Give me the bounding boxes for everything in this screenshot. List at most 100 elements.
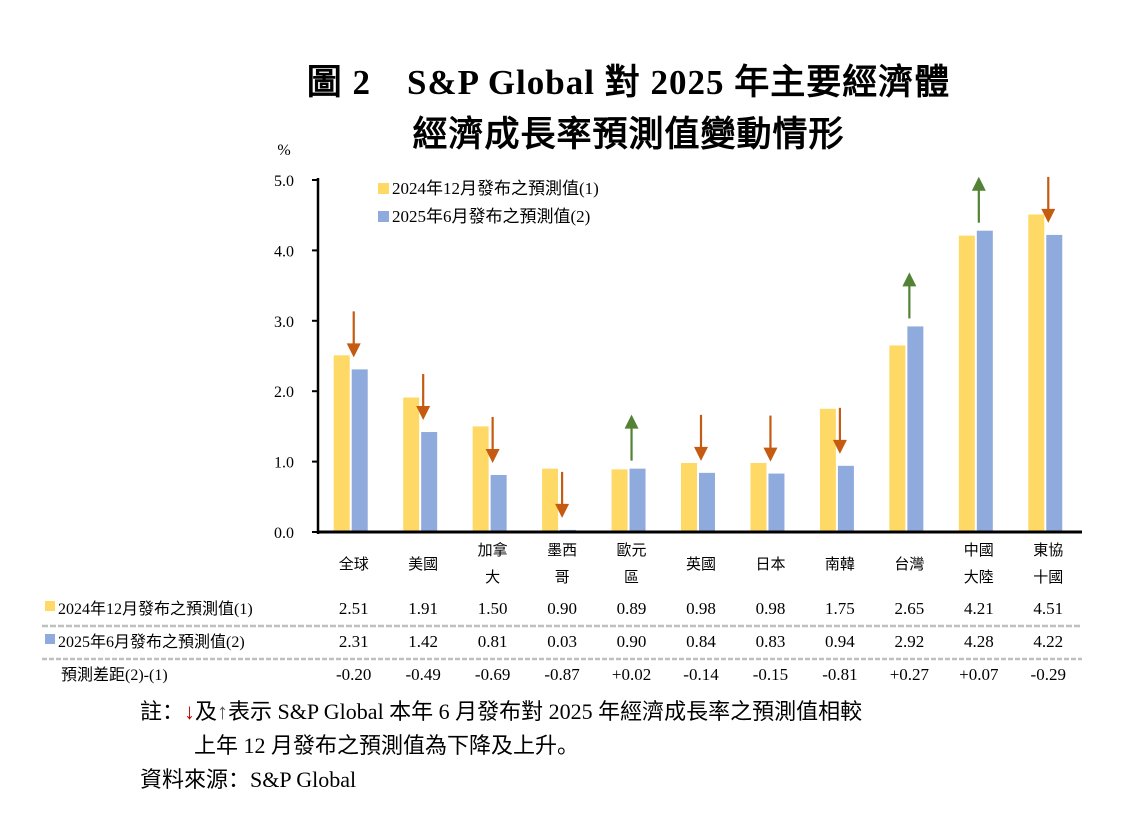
bar-series2 xyxy=(421,432,438,532)
table-cell-value: 4.21 xyxy=(964,599,994,618)
table-cell-value: 0.98 xyxy=(756,599,786,618)
chart-title-line2: 經濟成長率預測值變動情形 xyxy=(412,115,845,154)
bar-series2 xyxy=(351,369,368,532)
bar-series2 xyxy=(699,472,715,532)
down-arrow-head xyxy=(694,446,708,461)
table-cell-value: -0.15 xyxy=(753,665,788,684)
bar-series2 xyxy=(490,474,507,532)
x-category-label: 區 xyxy=(624,568,639,586)
note-text: 表示 S&P Global 本年 6 月發布對 2025 年經濟成長率之預測值相… xyxy=(228,699,863,724)
up-arrow-head xyxy=(902,272,917,287)
bar-series1 xyxy=(889,345,906,532)
bar-series2 xyxy=(629,468,646,532)
down-arrow-head xyxy=(763,447,778,462)
table-cell-value: -0.20 xyxy=(336,665,371,684)
table-cell-value: +0.02 xyxy=(612,665,651,684)
down-arrow-head xyxy=(485,448,500,463)
down-arrow-head xyxy=(346,343,361,358)
x-category-label: 中國 xyxy=(964,541,994,559)
bar-series2 xyxy=(907,326,924,532)
table-cell-value: 2.65 xyxy=(894,599,924,618)
bar-series1 xyxy=(819,408,836,532)
x-category-label: 南韓 xyxy=(825,555,855,573)
y-tick-label: 3.0 xyxy=(274,314,294,331)
table-cell-value: 1.50 xyxy=(478,599,508,618)
table-cell-value: 1.91 xyxy=(408,599,438,618)
y-tick-label: 2.0 xyxy=(274,384,294,401)
down-arrow-head xyxy=(416,406,431,421)
x-category-label: 台灣 xyxy=(894,555,924,573)
legend-label-series2: 2025年6月發布之預測值(2) xyxy=(392,207,590,226)
table-cell-value: 0.94 xyxy=(825,632,855,651)
table-cell-value: 0.83 xyxy=(756,632,786,651)
table-cell-value: 2.51 xyxy=(339,599,369,618)
table-cell-value: 0.89 xyxy=(617,599,647,618)
up-arrow-head xyxy=(624,414,639,429)
table-cell-value: 4.28 xyxy=(964,632,994,651)
x-category-label: 大 xyxy=(485,568,500,586)
up-arrow-icon: ↑ xyxy=(217,699,229,724)
x-category-label: 日本 xyxy=(755,555,785,573)
table-cell-value: 2.92 xyxy=(894,632,924,651)
y-tick-label: 0.0 xyxy=(274,525,294,542)
bar-series1 xyxy=(472,426,489,532)
x-category-label: 英國 xyxy=(686,555,716,573)
table-cell-value: 2.31 xyxy=(339,632,369,651)
table-cell-value: 4.51 xyxy=(1033,599,1063,618)
y-tick-label: 4.0 xyxy=(274,243,294,260)
table-cell-value: 1.75 xyxy=(825,599,855,618)
bar-series1 xyxy=(542,468,559,532)
table-cell-value: -0.69 xyxy=(475,665,510,684)
table-cell-value: -0.14 xyxy=(683,665,719,684)
x-category-label: 歐元 xyxy=(617,541,647,559)
table-cell-value: -0.81 xyxy=(822,665,857,684)
up-arrow-head xyxy=(971,176,986,191)
x-category-label: 美國 xyxy=(408,555,438,573)
x-category-label: 全球 xyxy=(339,555,369,573)
table-cell-value: -0.49 xyxy=(405,665,440,684)
bar-series1 xyxy=(403,397,420,532)
down-arrow-head xyxy=(1041,208,1056,223)
table-cell-value: +0.07 xyxy=(959,665,999,684)
y-axis-unit: % xyxy=(277,142,290,159)
table-cell-value: 0.90 xyxy=(547,599,577,618)
table-cell-value: 0.84 xyxy=(686,632,716,651)
table-row-series2-swatch xyxy=(45,634,55,644)
bar-series1 xyxy=(611,469,628,532)
x-category-label: 哥 xyxy=(555,568,570,586)
chart-title-line1: 圖 2 S&P Global 對 2025 年主要經濟體 xyxy=(306,63,951,102)
table-row-series1-label: 2024年12月發布之預測值(1) xyxy=(58,600,253,618)
table-cell-value: -0.29 xyxy=(1031,665,1066,684)
x-category-label: 十國 xyxy=(1033,568,1063,586)
bar-series1 xyxy=(681,463,697,532)
legend-swatch-series2 xyxy=(378,211,389,222)
bar-series1 xyxy=(958,235,975,532)
down-arrow-head xyxy=(832,439,847,454)
down-arrow-icon: ↓ xyxy=(184,699,196,724)
x-category-label: 加拿 xyxy=(478,541,508,559)
x-category-label: 墨西 xyxy=(547,541,577,559)
legend-label-series1: 2024年12月發布之預測值(1) xyxy=(392,179,599,198)
y-tick-label: 1.0 xyxy=(274,455,294,472)
note-prefix: 註： xyxy=(140,699,185,724)
table-cell-value: 0.03 xyxy=(547,632,577,651)
bar-chart: % 0.0 1.0 2.0 3.0 4.0 5.0 全球 美國 加拿大 墨西哥 歐元區 英國 日本 南韓 台灣… xyxy=(42,142,1082,684)
bar-series2 xyxy=(837,465,854,532)
note-and: 及 xyxy=(195,699,218,724)
source-note: 資料來源：S&P Global xyxy=(140,767,357,792)
down-arrow-head xyxy=(555,503,570,518)
bar-series2 xyxy=(768,473,785,532)
table-cell-value: -0.87 xyxy=(544,665,580,684)
bar-series1 xyxy=(1028,214,1045,532)
table-cell-value: 0.98 xyxy=(686,599,716,618)
bar-series1 xyxy=(333,355,350,532)
table-cell-value: +0.27 xyxy=(890,665,930,684)
x-category-label: 大陸 xyxy=(964,568,994,586)
x-category-label: 東協 xyxy=(1033,541,1063,559)
table-row-series2-label: 2025年6月發布之預測值(2) xyxy=(58,633,245,651)
bar-series2 xyxy=(1046,234,1063,533)
table-cell-value: 1.42 xyxy=(408,632,438,651)
table-row-difference-label: 預測差距(2)-(1) xyxy=(61,666,168,684)
table-cell-value: 0.90 xyxy=(617,632,647,651)
note-line1: 註：↓及↑表示 S&P Global 本年 6 月發布對 2025 年經濟成長率… xyxy=(140,694,862,726)
